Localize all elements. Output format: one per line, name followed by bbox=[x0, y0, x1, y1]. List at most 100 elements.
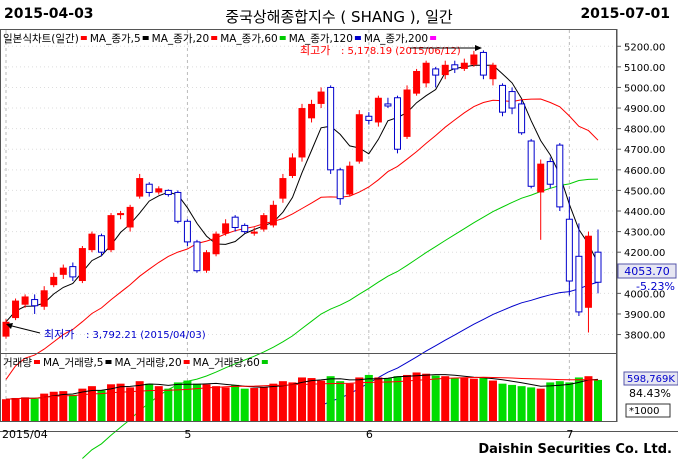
volume-value: 598,769K bbox=[627, 374, 675, 385]
candle-body-48 bbox=[460, 62, 468, 69]
candle-body-0 bbox=[2, 321, 10, 337]
candle-body-19 bbox=[183, 220, 191, 243]
candle-body-9 bbox=[88, 233, 96, 251]
vol-ma20-line bbox=[5, 376, 599, 400]
y-tick-label-5200: 5200.00 bbox=[624, 42, 665, 53]
y-tick-label-4700: 4700.00 bbox=[624, 145, 665, 156]
candle-body-16 bbox=[155, 188, 163, 193]
price-legend-label-5: MA_종가,200 bbox=[364, 33, 428, 45]
volume-bar-37 bbox=[355, 377, 364, 421]
y-tick-label-4000: 4000.00 bbox=[624, 289, 665, 300]
y-tick-label-3800: 3800.00 bbox=[624, 331, 665, 342]
high-value: : 5,178.19 (2015/06/12) bbox=[341, 46, 461, 57]
candle-body-55 bbox=[527, 140, 535, 187]
y-tick-label-4600: 4600.00 bbox=[624, 166, 665, 177]
start-date: 2015-04-03 bbox=[4, 6, 94, 22]
y-tick-label-4400: 4400.00 bbox=[624, 207, 665, 218]
x-label-1: 5 bbox=[184, 428, 191, 441]
candlesticks bbox=[2, 50, 602, 339]
volume-bar-0 bbox=[2, 399, 10, 421]
volume-bar-23 bbox=[221, 387, 230, 421]
candle-body-24 bbox=[231, 216, 239, 228]
volume-bar-51 bbox=[488, 380, 497, 421]
high-label: 최고가 bbox=[300, 44, 330, 57]
candle-body-4 bbox=[40, 290, 48, 307]
volume-bar-45 bbox=[431, 375, 440, 421]
chart-frame bbox=[0, 29, 678, 432]
y-tick-label-3900: 3900.00 bbox=[624, 310, 665, 321]
candle-body-7 bbox=[69, 266, 77, 278]
candle-body-30 bbox=[288, 157, 296, 176]
y-tick-label-5100: 5100.00 bbox=[624, 63, 665, 74]
candle-body-32 bbox=[308, 103, 316, 119]
x-label-3: 7 bbox=[566, 428, 573, 441]
volume-bar-47 bbox=[450, 378, 459, 421]
candle-body-27 bbox=[260, 215, 268, 230]
volume-bar-44 bbox=[422, 373, 431, 421]
volume-pct: 84.43% bbox=[629, 387, 671, 400]
candle-body-60 bbox=[575, 255, 583, 313]
candle-body-6 bbox=[59, 267, 67, 275]
volume-bar-16 bbox=[154, 386, 163, 421]
volume-legend: 거래량 MA_거래량,5 MA_거래량,20 MA_거래량,60 bbox=[3, 357, 268, 369]
candle-body-15 bbox=[145, 183, 153, 193]
candle-body-49 bbox=[470, 54, 478, 65]
candle-body-39 bbox=[374, 97, 382, 123]
volume-bar-24 bbox=[231, 384, 240, 421]
candle-body-37 bbox=[355, 114, 363, 162]
volume-bar-11 bbox=[107, 384, 116, 421]
price-value: 4053.70 bbox=[624, 265, 670, 278]
candle-body-61 bbox=[584, 235, 592, 308]
volume-bar-6 bbox=[59, 391, 68, 421]
price-legend-swatch-2 bbox=[211, 36, 218, 40]
y-tick-label-4800: 4800.00 bbox=[624, 125, 665, 136]
candle-body-40 bbox=[384, 103, 392, 107]
volume-unit: *1000 bbox=[629, 406, 659, 417]
candle-body-54 bbox=[518, 103, 526, 134]
candle-body-20 bbox=[193, 241, 201, 272]
price-box: 4053.70 -5.23% bbox=[617, 263, 677, 293]
candle-body-43 bbox=[413, 70, 421, 94]
volume-bar-41 bbox=[393, 376, 402, 421]
y-tick-label-4500: 4500.00 bbox=[624, 186, 665, 197]
volume-bar-49 bbox=[469, 378, 478, 421]
volume-bar-3 bbox=[30, 398, 39, 421]
candle-body-23 bbox=[222, 223, 230, 234]
candle-body-10 bbox=[97, 235, 105, 253]
volume-bar-59 bbox=[565, 382, 574, 421]
price-legend-label-0: 일본식차트(일간) bbox=[3, 32, 79, 45]
x-label-0: 2015/04 bbox=[2, 428, 48, 441]
volume-bar-5 bbox=[49, 391, 58, 421]
volume-bar-31 bbox=[298, 377, 306, 421]
volume-bar-48 bbox=[460, 377, 469, 421]
x-axis-labels: 2015/04 5 6 7 bbox=[2, 428, 573, 441]
candle-body-12 bbox=[117, 213, 125, 216]
volume-bar-50 bbox=[479, 378, 488, 421]
candle-body-59 bbox=[565, 218, 573, 282]
volume-box: 598,769K 84.43% *1000 bbox=[623, 371, 678, 418]
price-legend-swatch-4 bbox=[354, 36, 361, 40]
candle-body-14 bbox=[136, 178, 144, 197]
candle-body-41 bbox=[393, 97, 401, 150]
volume-bar-33 bbox=[317, 380, 326, 421]
volume-bar-26 bbox=[250, 388, 259, 421]
candle-body-33 bbox=[317, 91, 325, 104]
x-label-2: 6 bbox=[366, 428, 373, 441]
candle-body-35 bbox=[336, 169, 344, 200]
volume-bar-39 bbox=[374, 377, 383, 421]
candle-body-5 bbox=[50, 276, 58, 286]
volume-bar-55 bbox=[527, 387, 536, 421]
volume-bar-53 bbox=[508, 384, 517, 421]
candle-body-11 bbox=[107, 215, 115, 251]
volume-bar-42 bbox=[403, 374, 412, 421]
price-legend-swatch-1 bbox=[142, 36, 149, 40]
volume-bar-9 bbox=[87, 386, 96, 421]
volume-bar-57 bbox=[546, 382, 555, 421]
price-legend-swatch-3 bbox=[279, 36, 286, 40]
candle-body-13 bbox=[126, 206, 134, 228]
y-tick-label-4300: 4300.00 bbox=[624, 228, 665, 239]
volume-bar-62 bbox=[594, 379, 602, 421]
volume-bar-22 bbox=[212, 386, 221, 421]
candle-body-34 bbox=[327, 86, 335, 171]
